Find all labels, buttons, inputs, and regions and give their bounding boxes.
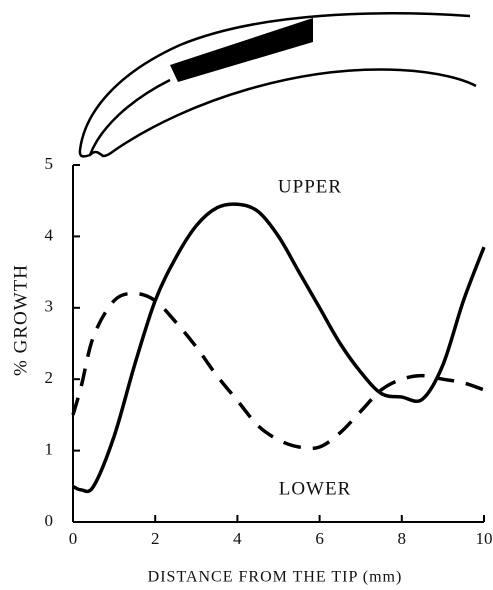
y-tick-label: 0 — [45, 511, 54, 530]
series-line — [72, 202, 486, 494]
x-tick-label: 8 — [398, 529, 407, 548]
y-tick-label: 3 — [45, 297, 54, 316]
y-tick-label: 4 — [45, 225, 54, 244]
coleoptile-drawing — [78, 12, 477, 158]
y-axis-label: % GROWTH — [10, 264, 31, 376]
y-tick-label: 1 — [45, 440, 54, 459]
x-tick-label: 6 — [315, 529, 324, 548]
x-tick-label: 2 — [151, 529, 160, 548]
series-line — [71, 291, 485, 451]
y-tick-label: 5 — [45, 154, 54, 173]
y-tick-label: 2 — [45, 368, 54, 387]
x-tick-label: 10 — [476, 529, 493, 548]
series-label: UPPER — [278, 176, 342, 197]
series-label: LOWER — [279, 478, 352, 499]
x-axis-label: DISTANCE FROM THE TIP (mm) — [148, 569, 403, 586]
x-tick-label: 4 — [233, 529, 242, 548]
x-tick-label: 0 — [69, 529, 78, 548]
